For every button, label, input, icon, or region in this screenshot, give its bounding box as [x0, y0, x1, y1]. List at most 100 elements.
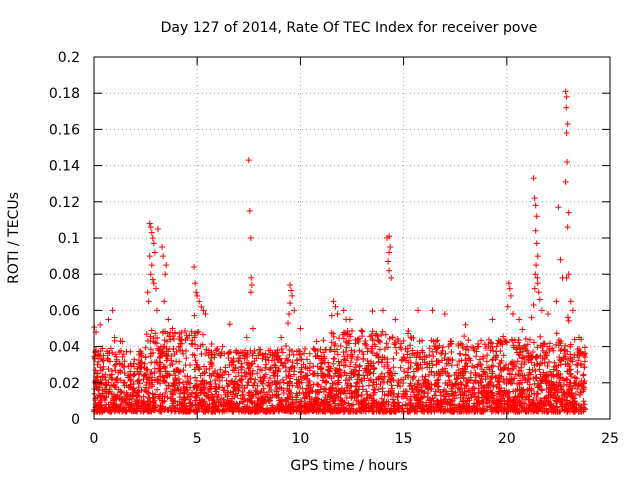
data-point [353, 397, 360, 404]
data-point [462, 357, 469, 364]
data-point [444, 407, 451, 414]
data-point [491, 405, 498, 412]
data-point [487, 387, 494, 394]
data-point [192, 280, 199, 287]
data-point [315, 355, 322, 362]
data-point [191, 312, 198, 319]
data-point [118, 389, 125, 396]
data-point [407, 334, 414, 341]
data-point [171, 386, 178, 393]
data-point [415, 391, 422, 398]
data-point [483, 358, 490, 365]
data-point [116, 349, 123, 356]
data-point [402, 388, 409, 395]
data-point [150, 280, 157, 287]
data-point [467, 374, 474, 381]
data-point [215, 391, 222, 398]
data-point [105, 365, 112, 372]
data-point [502, 391, 509, 398]
data-point [117, 377, 124, 384]
data-point [465, 388, 472, 395]
data-point [381, 405, 388, 412]
data-point [376, 346, 383, 353]
data-point [537, 333, 544, 340]
data-point [539, 408, 546, 415]
data-point [497, 359, 504, 366]
data-point [124, 391, 131, 398]
data-point [247, 347, 254, 354]
data-point [364, 391, 371, 398]
data-point [549, 345, 556, 352]
data-point [191, 334, 198, 341]
data-point [518, 364, 525, 371]
data-point [142, 354, 149, 361]
data-point [404, 369, 411, 376]
data-point [505, 365, 512, 372]
data-point [468, 394, 475, 401]
data-point [296, 378, 303, 385]
data-point [248, 361, 255, 368]
data-point [503, 361, 510, 368]
data-point [153, 307, 160, 314]
data-point [521, 390, 528, 397]
data-point [113, 404, 120, 411]
data-point [488, 390, 495, 397]
data-point [569, 307, 576, 314]
data-point [534, 405, 541, 412]
data-point [274, 380, 281, 387]
x-tick-label: 5 [193, 431, 202, 447]
data-point [555, 204, 562, 211]
data-point [161, 298, 168, 305]
data-point [284, 380, 291, 387]
data-point [163, 353, 170, 360]
data-point [317, 401, 324, 408]
data-point [243, 405, 250, 412]
data-point [341, 369, 348, 376]
data-point [547, 368, 554, 375]
data-point [326, 394, 333, 401]
data-point [176, 333, 183, 340]
data-point [459, 341, 466, 348]
data-point [364, 357, 371, 364]
data-point [127, 401, 134, 408]
data-point [478, 337, 485, 344]
data-point [432, 392, 439, 399]
data-point [310, 363, 317, 370]
data-point [502, 406, 509, 413]
data-point [580, 398, 587, 405]
data-point [164, 406, 171, 413]
data-point [400, 380, 407, 387]
data-point [267, 406, 274, 413]
data-point [108, 374, 115, 381]
data-point [225, 355, 232, 362]
data-point [573, 361, 580, 368]
data-point [262, 398, 269, 405]
data-point [303, 385, 310, 392]
data-point [358, 327, 365, 334]
data-point [204, 404, 211, 411]
y-tick-label: 0.02 [49, 376, 80, 392]
data-point [398, 357, 405, 364]
data-point [109, 371, 116, 378]
data-point [567, 298, 574, 305]
data-point [333, 393, 340, 400]
data-point [493, 343, 500, 350]
data-point [161, 393, 168, 400]
data-point [91, 386, 98, 393]
data-point [463, 360, 470, 367]
data-point [319, 377, 326, 384]
data-point [292, 399, 299, 406]
data-point [368, 347, 375, 354]
data-point [246, 364, 253, 371]
x-tick-label: 20 [498, 431, 516, 447]
data-point [129, 393, 136, 400]
data-point [361, 375, 368, 382]
data-point [510, 344, 517, 351]
data-point [334, 351, 341, 358]
data-point [440, 407, 447, 414]
data-point [433, 349, 440, 356]
data-point [231, 385, 238, 392]
data-point [557, 399, 564, 406]
data-point [394, 382, 401, 389]
data-point [372, 343, 379, 350]
